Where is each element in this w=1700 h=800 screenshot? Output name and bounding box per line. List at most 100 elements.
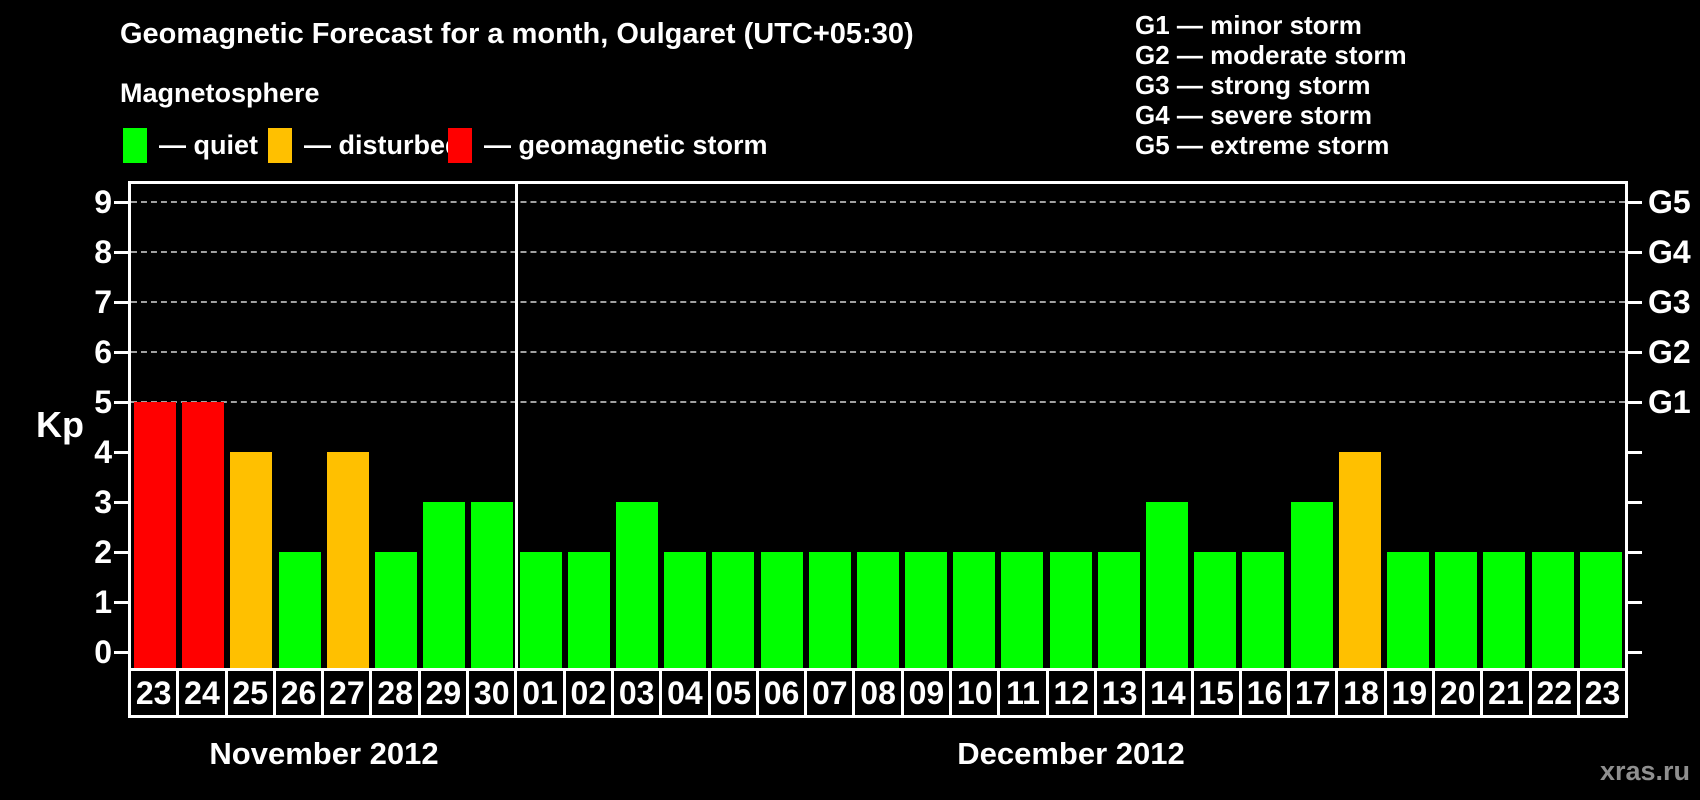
kp-bar-nov-25 xyxy=(230,452,273,668)
watermark: xras.ru xyxy=(1599,756,1690,786)
g-label-G4: G4 xyxy=(1648,234,1691,270)
day-label-dec-19: 19 xyxy=(1387,671,1436,715)
y-tick-label-2: 2 xyxy=(94,534,112,570)
legend-label-storm: — geomagnetic storm xyxy=(484,130,768,160)
day-label-dec-21: 21 xyxy=(1483,671,1532,715)
kp-bar-dec-10 xyxy=(953,552,996,668)
day-label-dec-07: 07 xyxy=(807,671,856,715)
kp-bar-nov-28 xyxy=(375,552,418,668)
kp-bar-dec-04 xyxy=(664,552,707,668)
day-label-dec-05: 05 xyxy=(711,671,759,715)
legend-item-quiet: — quiet xyxy=(123,128,258,163)
day-label-dec-09: 09 xyxy=(904,671,953,715)
y-tick-label-5: 5 xyxy=(94,384,112,420)
right-tick-9 xyxy=(1628,201,1642,204)
bar-slot-dec-15 xyxy=(1191,184,1239,668)
bars xyxy=(131,184,1625,668)
day-label-dec-08: 08 xyxy=(855,671,904,715)
y-tick-6 xyxy=(114,351,128,354)
y-tick-4 xyxy=(114,451,128,454)
g-label-G2: G2 xyxy=(1648,334,1691,370)
kp-bar-dec-14 xyxy=(1146,502,1189,668)
day-label-dec-12: 12 xyxy=(1049,671,1097,715)
day-label-dec-11: 11 xyxy=(1000,671,1049,715)
gridline-kp-5 xyxy=(131,401,1625,403)
kp-bar-dec-06 xyxy=(760,552,803,668)
right-tick-3 xyxy=(1628,501,1642,504)
bar-slot-dec-08 xyxy=(854,184,902,668)
bar-slot-dec-17 xyxy=(1288,184,1336,668)
chart-title: Geomagnetic Forecast for a month, Oulgar… xyxy=(120,18,914,50)
right-tick-6 xyxy=(1628,351,1642,354)
bar-slot-nov-27 xyxy=(324,184,372,668)
day-label-dec-18: 18 xyxy=(1338,671,1387,715)
legend-swatch-storm xyxy=(448,128,472,163)
plot-area xyxy=(128,181,1628,668)
y-tick-label-0: 0 xyxy=(94,634,112,670)
day-label-nov-24: 24 xyxy=(179,671,228,715)
y-tick-label-7: 7 xyxy=(94,284,112,320)
day-label-dec-01: 01 xyxy=(517,671,566,715)
bar-slot-nov-24 xyxy=(179,184,227,668)
day-label-nov-25: 25 xyxy=(228,671,276,715)
kp-bar-dec-05 xyxy=(712,552,755,668)
kp-bar-dec-23 xyxy=(1579,552,1622,668)
y-tick-9 xyxy=(114,201,128,204)
bar-slot-dec-03 xyxy=(613,184,661,668)
right-tick-2 xyxy=(1628,551,1642,554)
right-tick-7 xyxy=(1628,301,1642,304)
y-axis-title: Kp xyxy=(36,404,84,445)
gridline-kp-7 xyxy=(131,301,1625,303)
y-tick-1 xyxy=(114,601,128,604)
right-tick-8 xyxy=(1628,251,1642,254)
day-label-dec-16: 16 xyxy=(1242,671,1291,715)
kp-bar-dec-08 xyxy=(856,552,899,668)
y-tick-label-8: 8 xyxy=(94,234,112,270)
day-label-row: 23 24 25 26 27 28 29 30 01 02 03 04 05 06 07 08 09 10 11 12… xyxy=(128,668,1628,718)
legend-label-quiet: — quiet xyxy=(159,130,258,160)
bar-slot-dec-05 xyxy=(709,184,757,668)
bar-slot-dec-21 xyxy=(1480,184,1528,668)
day-label-nov-29: 29 xyxy=(421,671,470,715)
day-label-dec-04: 04 xyxy=(662,671,711,715)
y-tick-label-4: 4 xyxy=(94,434,112,470)
y-tick-label-1: 1 xyxy=(94,584,112,620)
g-label-G3: G3 xyxy=(1648,284,1691,320)
day-label-dec-13: 13 xyxy=(1097,671,1146,715)
bar-slot-nov-26 xyxy=(276,184,324,668)
bar-slot-nov-28 xyxy=(372,184,420,668)
bar-slot-dec-12 xyxy=(1047,184,1095,668)
day-label-dec-15: 15 xyxy=(1194,671,1242,715)
y-tick-7 xyxy=(114,301,128,304)
bar-slot-dec-01 xyxy=(517,184,565,668)
day-label-dec-14: 14 xyxy=(1145,671,1194,715)
right-tick-1 xyxy=(1628,601,1642,604)
kp-bar-dec-01 xyxy=(519,552,562,668)
kp-bar-dec-22 xyxy=(1531,552,1574,668)
bar-slot-dec-07 xyxy=(806,184,854,668)
g-scale-item-1: G1 — minor storm xyxy=(1135,10,1362,40)
gridline-kp-8 xyxy=(131,251,1625,253)
kp-bar-dec-17 xyxy=(1290,502,1333,668)
day-label-dec-23: 23 xyxy=(1584,674,1621,711)
month-separator-line xyxy=(515,184,519,668)
bar-slot-dec-09 xyxy=(902,184,950,668)
kp-bar-dec-12 xyxy=(1049,552,1092,668)
bar-slot-dec-10 xyxy=(950,184,998,668)
right-tick-0 xyxy=(1628,651,1642,654)
kp-bar-dec-18 xyxy=(1338,452,1381,668)
day-label-dec-10: 10 xyxy=(952,671,1001,715)
bar-slot-dec-20 xyxy=(1432,184,1480,668)
kp-bar-nov-26 xyxy=(278,552,321,668)
day-label-dec-22: 22 xyxy=(1532,671,1580,715)
kp-bar-dec-15 xyxy=(1194,552,1237,668)
kp-bar-nov-23 xyxy=(134,402,177,668)
kp-bar-dec-11 xyxy=(1001,552,1044,668)
day-label-nov-23: 23 xyxy=(131,671,180,715)
legend-item-disturbed: — disturbed xyxy=(268,128,462,163)
bar-slot-dec-22 xyxy=(1528,184,1576,668)
magnetosphere-label: Magnetosphere xyxy=(120,78,320,108)
plot-inner xyxy=(131,184,1625,668)
kp-bar-dec-13 xyxy=(1097,552,1140,668)
y-tick-label-9: 9 xyxy=(94,184,112,220)
